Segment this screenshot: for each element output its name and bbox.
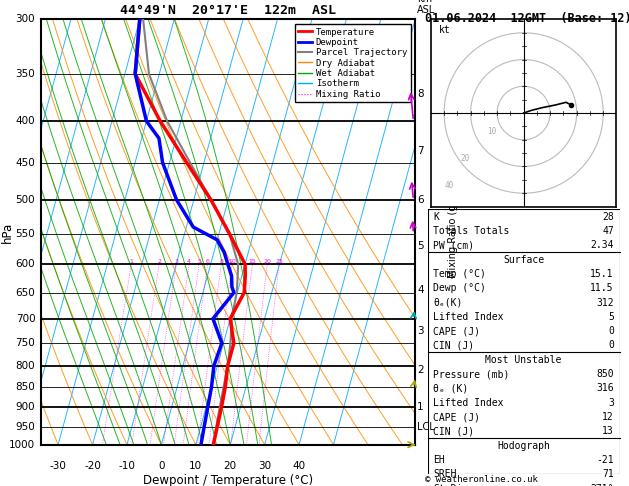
Text: 312: 312 [596, 297, 614, 308]
Text: Totals Totals: Totals Totals [433, 226, 510, 236]
Text: 0: 0 [608, 341, 614, 350]
Text: θₑ (K): θₑ (K) [433, 383, 469, 394]
Text: Surface: Surface [503, 255, 544, 264]
Text: SREH: SREH [433, 469, 457, 479]
Text: 1: 1 [417, 402, 424, 413]
Text: 20: 20 [460, 154, 470, 163]
Text: 4: 4 [417, 285, 424, 295]
Text: 28: 28 [602, 211, 614, 222]
Text: Dewpoint / Temperature (°C): Dewpoint / Temperature (°C) [143, 474, 313, 486]
Text: 850: 850 [596, 369, 614, 379]
Text: Dewp (°C): Dewp (°C) [433, 283, 486, 293]
Text: 40: 40 [292, 461, 306, 470]
Text: 3: 3 [417, 326, 424, 336]
Text: 2.34: 2.34 [590, 240, 614, 250]
Text: Most Unstable: Most Unstable [486, 355, 562, 365]
Text: 4: 4 [187, 259, 191, 264]
Text: 950: 950 [16, 421, 35, 432]
Text: 10: 10 [228, 259, 236, 264]
Text: 450: 450 [16, 157, 35, 168]
Text: 20: 20 [264, 259, 271, 264]
Text: 2: 2 [417, 365, 424, 375]
Text: 10: 10 [487, 127, 496, 137]
Text: 40: 40 [445, 181, 454, 190]
Text: Hodograph: Hodograph [497, 441, 550, 451]
Text: 8: 8 [220, 259, 223, 264]
Text: 900: 900 [16, 402, 35, 413]
Text: 2: 2 [157, 259, 161, 264]
Text: 10: 10 [189, 461, 203, 470]
Text: 350: 350 [16, 69, 35, 79]
Text: kt: kt [439, 25, 450, 35]
Text: 3: 3 [174, 259, 179, 264]
Text: hPa: hPa [1, 222, 14, 243]
Text: -21: -21 [596, 455, 614, 465]
Text: 0: 0 [608, 326, 614, 336]
Text: 550: 550 [16, 228, 35, 239]
Text: © weatheronline.co.uk: © weatheronline.co.uk [425, 474, 537, 484]
Text: CAPE (J): CAPE (J) [433, 412, 481, 422]
Text: 71: 71 [602, 469, 614, 479]
Text: 5: 5 [417, 241, 424, 251]
Text: EH: EH [433, 455, 445, 465]
Text: 1000: 1000 [9, 440, 35, 450]
Text: 1: 1 [130, 259, 133, 264]
Text: PW (cm): PW (cm) [433, 240, 475, 250]
Text: -20: -20 [84, 461, 101, 470]
Text: CIN (J): CIN (J) [433, 341, 475, 350]
Text: 13: 13 [602, 426, 614, 436]
Text: 01.06.2024  12GMT  (Base: 12): 01.06.2024 12GMT (Base: 12) [425, 12, 629, 25]
Text: 750: 750 [16, 338, 35, 348]
Text: Lifted Index: Lifted Index [433, 312, 504, 322]
Text: 30: 30 [258, 461, 271, 470]
Text: 11.5: 11.5 [590, 283, 614, 293]
Text: 15: 15 [248, 259, 256, 264]
Text: km
ASL: km ASL [417, 0, 435, 15]
Text: 271°: 271° [590, 484, 614, 486]
Text: Lifted Index: Lifted Index [433, 398, 504, 408]
Text: 8: 8 [417, 88, 424, 99]
Text: 300: 300 [16, 15, 35, 24]
Text: 3: 3 [608, 398, 614, 408]
Text: 20: 20 [224, 461, 237, 470]
Text: 700: 700 [16, 313, 35, 324]
Text: 15.1: 15.1 [590, 269, 614, 279]
Text: K: K [433, 211, 439, 222]
Text: LCL: LCL [417, 421, 435, 432]
Text: 316: 316 [596, 383, 614, 394]
Text: StmDir: StmDir [433, 484, 469, 486]
Text: 7: 7 [417, 146, 424, 156]
Legend: Temperature, Dewpoint, Parcel Trajectory, Dry Adiabat, Wet Adiabat, Isotherm, Mi: Temperature, Dewpoint, Parcel Trajectory… [295, 24, 411, 102]
Text: Temp (°C): Temp (°C) [433, 269, 486, 279]
Text: 800: 800 [16, 361, 35, 371]
Text: 25: 25 [275, 259, 283, 264]
Text: Pressure (mb): Pressure (mb) [433, 369, 510, 379]
Text: 6: 6 [206, 259, 209, 264]
Text: 600: 600 [16, 259, 35, 269]
Title: 44°49'N  20°17'E  122m  ASL: 44°49'N 20°17'E 122m ASL [120, 4, 336, 17]
Text: 500: 500 [16, 195, 35, 205]
Text: 5: 5 [608, 312, 614, 322]
Text: 6: 6 [417, 195, 424, 205]
Text: 0: 0 [158, 461, 165, 470]
Text: CIN (J): CIN (J) [433, 426, 475, 436]
Text: 5: 5 [198, 259, 201, 264]
Text: 12: 12 [602, 412, 614, 422]
Text: CAPE (J): CAPE (J) [433, 326, 481, 336]
Text: 650: 650 [16, 288, 35, 297]
Text: 400: 400 [16, 116, 35, 126]
Text: 850: 850 [16, 382, 35, 392]
Text: -30: -30 [50, 461, 67, 470]
Text: -10: -10 [118, 461, 135, 470]
Text: 47: 47 [602, 226, 614, 236]
Text: Mixing Ratio (g/kg): Mixing Ratio (g/kg) [448, 186, 457, 278]
Text: θₑ(K): θₑ(K) [433, 297, 463, 308]
